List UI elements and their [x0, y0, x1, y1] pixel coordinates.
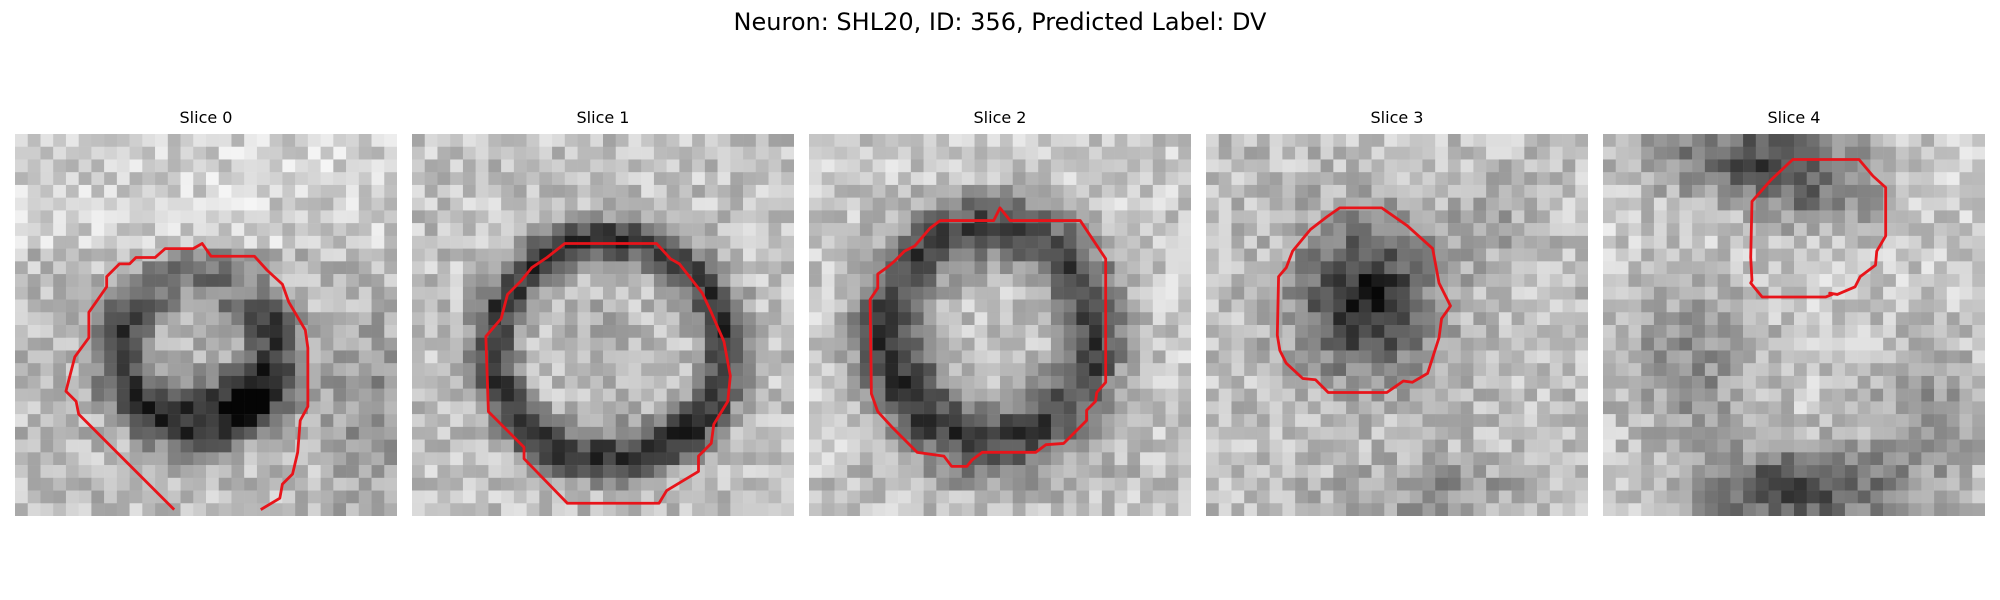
micrograph-4 — [1603, 134, 1985, 516]
slice-image-3 — [1206, 134, 1588, 516]
segmentation-contour-3 — [1275, 206, 1452, 394]
slice-image-1 — [412, 134, 794, 516]
slice-title-0: Slice 0 — [179, 108, 233, 127]
segmentation-contour-1 — [484, 242, 732, 505]
figure-title: Neuron: SHL20, ID: 356, Predicted Label:… — [733, 8, 1267, 36]
micrograph-0 — [15, 134, 397, 516]
slice-image-2 — [809, 134, 1191, 516]
slice-image-4 — [1603, 134, 1985, 516]
segmentation-contour-0 — [64, 242, 310, 511]
slice-title-3: Slice 3 — [1370, 108, 1424, 127]
slice-title-1: Slice 1 — [576, 108, 630, 127]
slice-image-0 — [15, 134, 397, 516]
segmentation-contour-4 — [1749, 158, 1888, 299]
slice-title-2: Slice 2 — [973, 108, 1027, 127]
micrograph-2 — [809, 134, 1191, 516]
segmentation-contour-2 — [868, 206, 1108, 468]
slice-title-4: Slice 4 — [1767, 108, 1821, 127]
micrograph-3 — [1206, 134, 1588, 516]
micrograph-1 — [412, 134, 794, 516]
